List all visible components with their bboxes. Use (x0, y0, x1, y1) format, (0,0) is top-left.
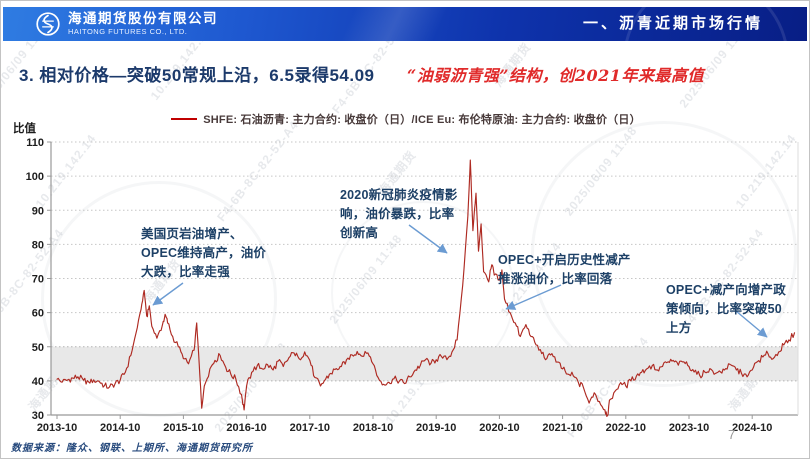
x-tick-label: 2023-10 (669, 422, 709, 434)
page-number: 7 (728, 427, 736, 442)
x-tick-label: 2018-10 (353, 422, 393, 434)
company-name: 海通期货股份有限公司 HAITONG FUTURES CO., LTD. (68, 12, 218, 35)
company-logo: 海通期货股份有限公司 HAITONG FUTURES CO., LTD. (35, 11, 218, 37)
chart-legend: SHFE: 石油沥青: 主力合约: 收盘价（日）/ICE Eu: 布伦特原油: … (1, 111, 809, 127)
annotation-opec-increase: OPEC+减产向增产政 策倾向，比率突破50 上方 (666, 283, 786, 335)
x-tick-label: 2021-10 (542, 422, 582, 434)
y-tick-label: 30 (32, 410, 44, 422)
y-tick-label: 110 (26, 137, 44, 149)
x-tick-label: 2022-10 (606, 422, 646, 434)
x-tick-label: 2016-10 (226, 422, 266, 434)
haitong-logo-icon (36, 12, 60, 36)
x-tick-label: 2015-10 (163, 422, 203, 434)
company-name-cn: 海通期货股份有限公司 (68, 11, 218, 28)
header-bar: 海通期货股份有限公司 HAITONG FUTURES CO., LTD. 一、沥… (3, 7, 807, 41)
x-tick-label: 2024-10 (732, 422, 772, 434)
company-name-en: HAITONG FUTURES CO., LTD. (68, 26, 188, 36)
y-tick-label: 60 (32, 308, 44, 320)
y-axis-title: 比值 (13, 121, 36, 135)
header-sheen (183, 7, 603, 41)
ratio-line-chart: 30 40 50 60 70 80 90 100 110 比值 2013-10 2014-10 2015… (13, 121, 799, 434)
x-tick-label: 2013-10 (37, 422, 77, 434)
x-tick-label: 2020-10 (479, 422, 519, 434)
page-title: 3. 相对价格—突破50常规上沿，6.5录得54.09 (19, 66, 375, 85)
highlight-subtitle: “油弱沥青强”结构，创2021年来最高值 (407, 66, 704, 85)
background-emblem-ring (531, 121, 797, 387)
x-tick-label: 2014-10 (100, 422, 140, 434)
y-tick-label: 70 (32, 274, 44, 286)
annotation-opec-cut: OPEC+开启历史性减产 推涨油价，比率回落 (498, 253, 631, 286)
header-emblem-ring (623, 7, 789, 41)
data-source-note: 数据来源：隆众、钢联、上期所、海通期货研究所 (11, 443, 253, 454)
y-tick-label: 90 (32, 205, 44, 217)
annotation-shale-oil: 美国页岩油增产、 OPEC维持高产，油价 大跌，比率走强 (141, 227, 267, 279)
normal-range-band (51, 346, 798, 381)
y-tick-label: 80 (32, 239, 44, 251)
legend-label: SHFE: 石油沥青: 主力合约: 收盘价（日）/ICE Eu: 布伦特原油: … (203, 114, 641, 126)
y-tick-label: 40 (32, 376, 44, 388)
annotation-covid: 2020新冠肺炎疫情影 响，油价暴跌，比率 创新高 (340, 188, 458, 240)
y-tick-label: 50 (32, 342, 44, 354)
y-tick-label: 100 (26, 171, 44, 183)
x-tick-label: 2017-10 (290, 422, 330, 434)
legend-line-swatch (171, 118, 198, 120)
x-tick-label: 2019-10 (416, 422, 456, 434)
ratio-series-line (56, 159, 796, 417)
